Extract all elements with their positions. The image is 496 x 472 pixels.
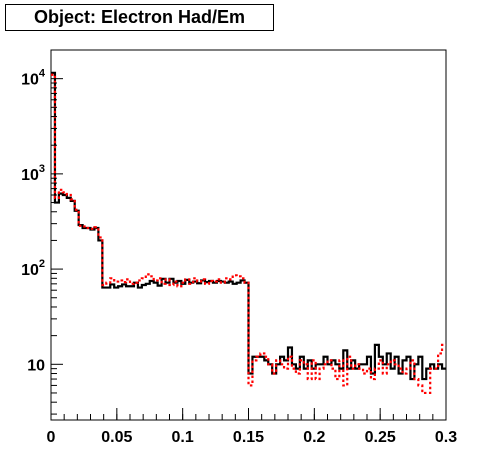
y-tick-label: 102 bbox=[21, 258, 45, 279]
chart-title: Object: Electron Had/Em bbox=[33, 7, 246, 27]
y-tick-label: 103 bbox=[21, 163, 45, 184]
x-tick-label: 0.05 bbox=[101, 429, 132, 446]
y-tick-label: 104 bbox=[21, 68, 46, 89]
y-tick-label: 10 bbox=[27, 357, 45, 374]
x-tick-label: 0.2 bbox=[303, 429, 325, 446]
x-tick-label: 0.25 bbox=[365, 429, 396, 446]
x-tick-label: 0.15 bbox=[233, 429, 264, 446]
chart-title-box: Object: Electron Had/Em bbox=[5, 4, 274, 31]
series-1-line bbox=[51, 73, 446, 395]
x-tick-label: 0.1 bbox=[172, 429, 194, 446]
x-tick-label: 0.3 bbox=[435, 429, 457, 446]
x-tick-label: 0 bbox=[47, 429, 56, 446]
